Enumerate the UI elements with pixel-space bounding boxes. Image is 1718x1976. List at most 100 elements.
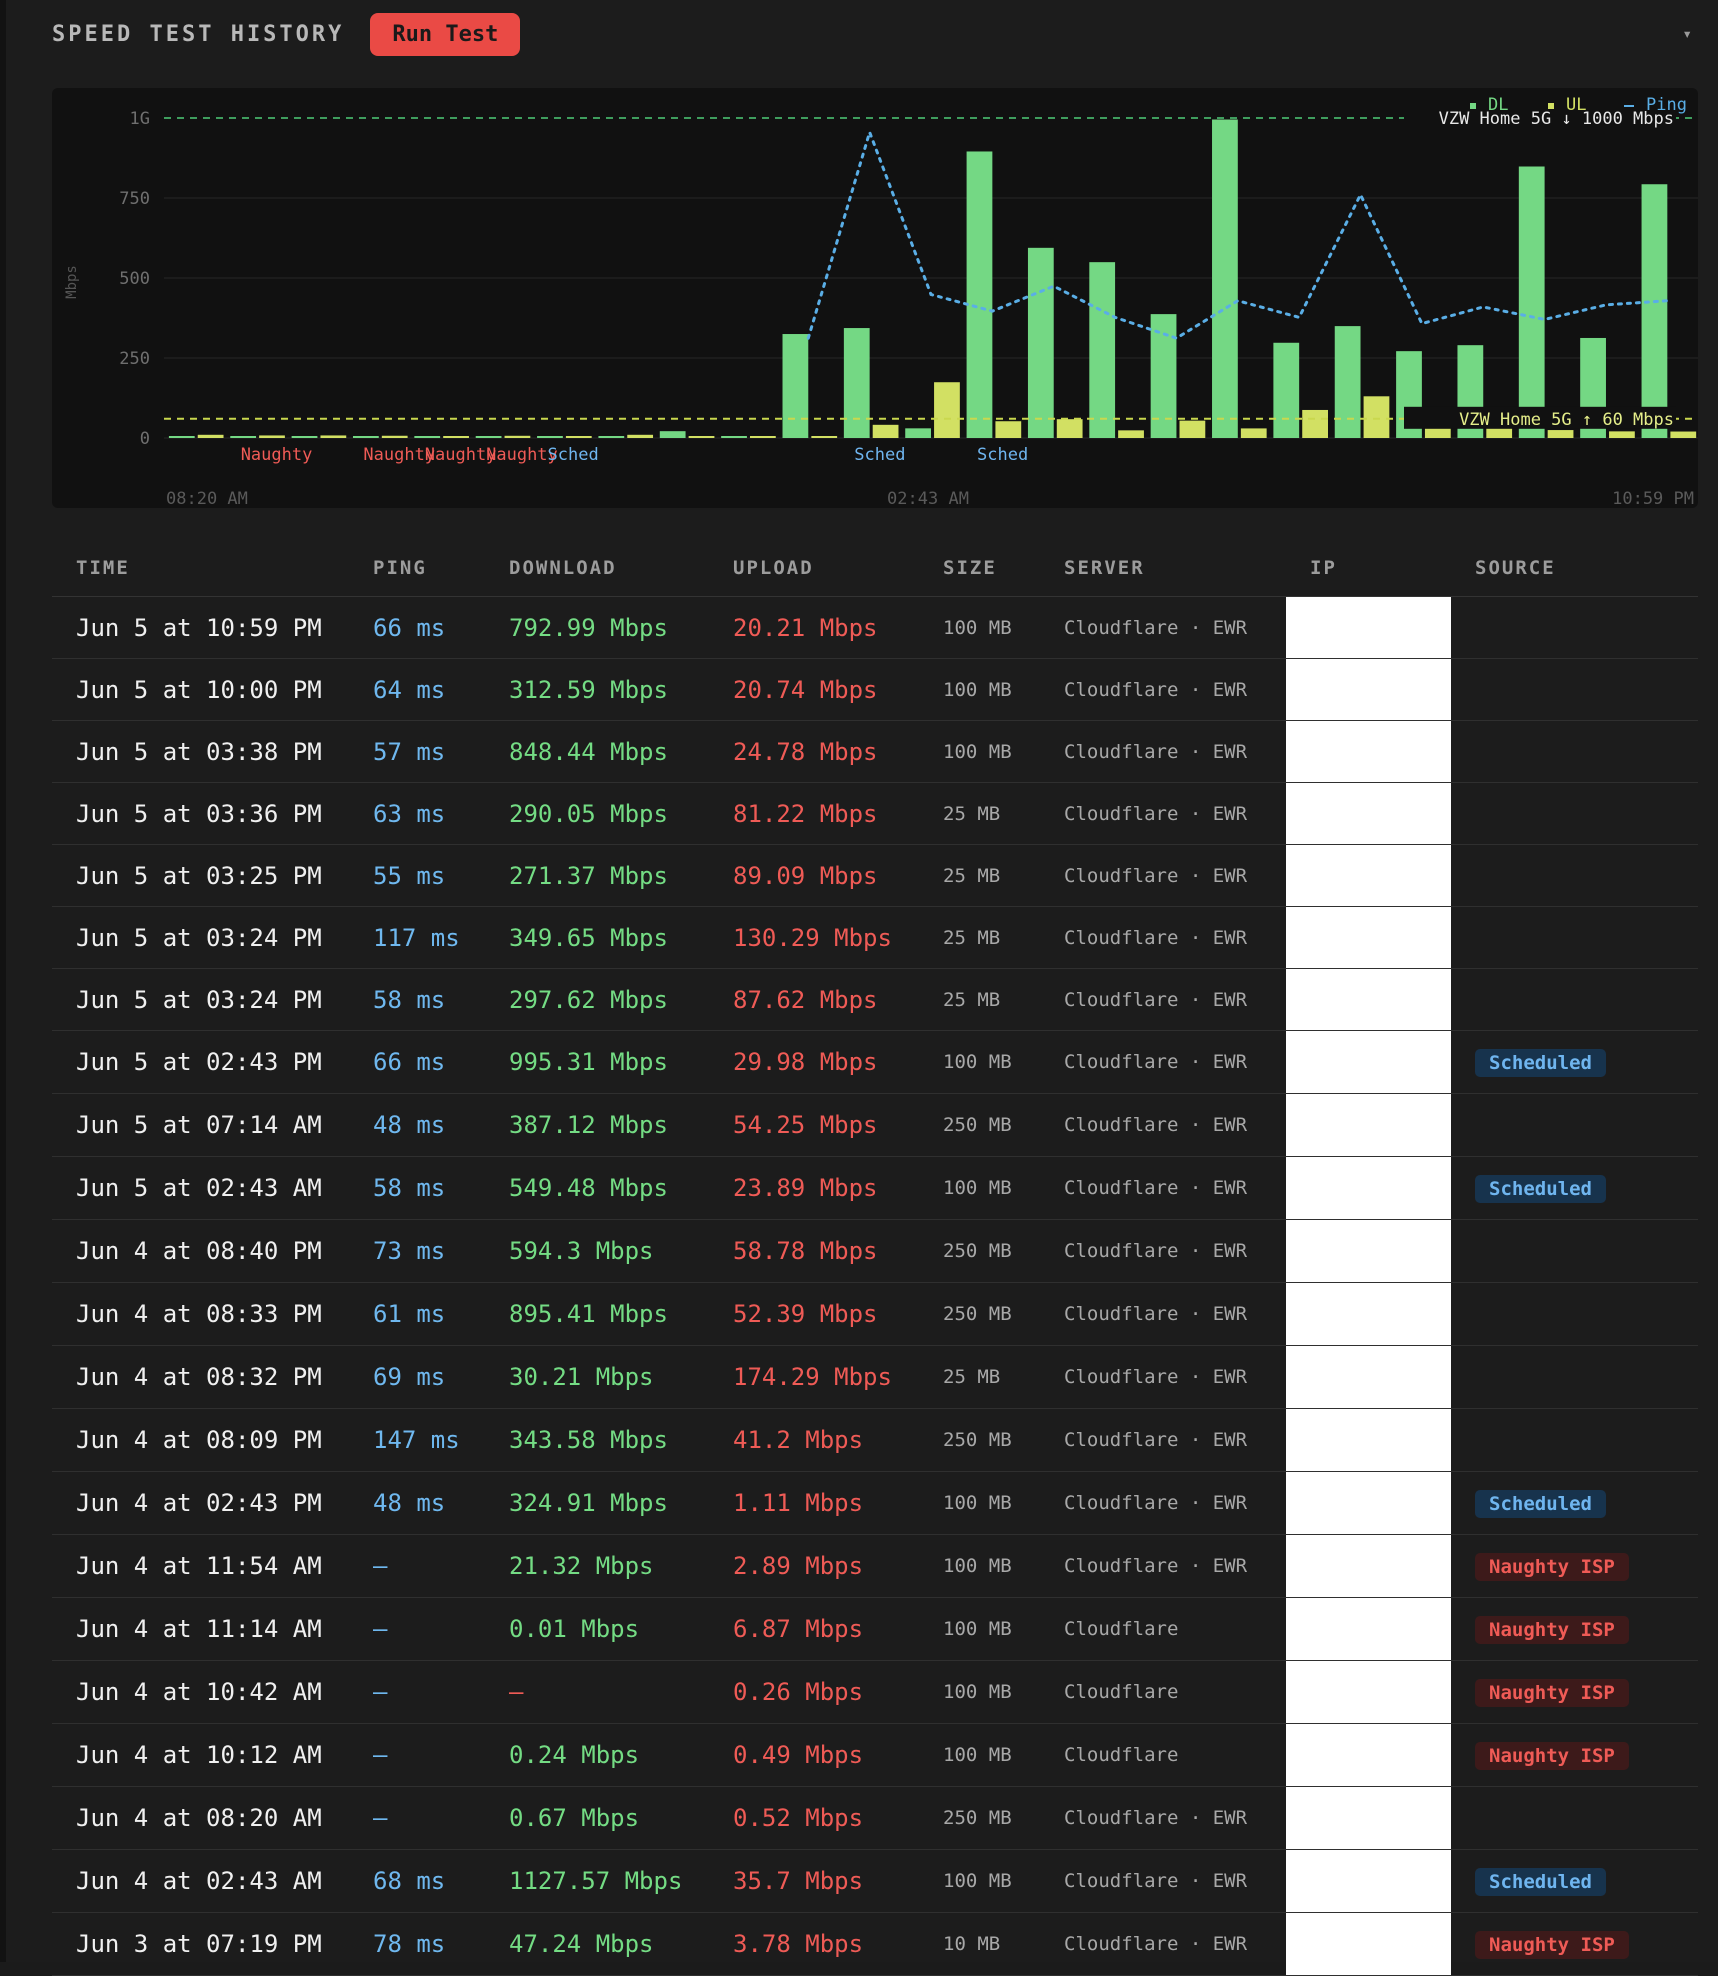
- row-source: [1451, 906, 1698, 969]
- table-row[interactable]: Jun 4 at 08:20 AM —0.67 Mbps 0.52 Mbps 250 …: [52, 1786, 1698, 1850]
- run-test-button[interactable]: Run Test: [370, 12, 521, 56]
- row-ping: —: [349, 1597, 485, 1661]
- row-upload: 3.78 Mbps: [709, 1912, 919, 1976]
- table-row[interactable]: Jun 4 at 11:54 AM —21.32 Mbps 2.89 Mbps 100…: [52, 1534, 1698, 1598]
- row-source: [1451, 596, 1698, 659]
- ul-bar: [995, 421, 1022, 438]
- ul-bar: [197, 434, 224, 438]
- dl-bar: [1334, 326, 1361, 438]
- row-size: 100 MB: [919, 1471, 1040, 1535]
- row-ip-redacted: [1286, 1912, 1451, 1976]
- col-size-header[interactable]: SIZE: [919, 540, 1040, 597]
- row-size: 25 MB: [919, 906, 1040, 969]
- col-server-header[interactable]: SERVER: [1040, 540, 1286, 597]
- table-row[interactable]: Jun 5 at 03:24 PM 58 ms 297.62 Mbps 87.62 M…: [52, 968, 1698, 1031]
- row-time: Jun 5 at 03:24 PM: [52, 968, 349, 1031]
- dl-bar: [1089, 262, 1116, 438]
- table-row[interactable]: Jun 5 at 02:43 AM 58 ms 549.48 Mbps 23.89 M…: [52, 1156, 1698, 1220]
- table-row[interactable]: Jun 4 at 08:33 PM 61 ms 895.41 Mbps 52.39 M…: [52, 1282, 1698, 1346]
- col-download-header[interactable]: DOWNLOAD: [485, 540, 709, 597]
- row-source: Naughty ISP: [1451, 1723, 1698, 1787]
- table-row[interactable]: Jun 3 at 07:19 PM 78 ms 47.24 Mbps 3.78 Mbp…: [52, 1912, 1698, 1976]
- table-row[interactable]: Jun 5 at 03:24 PM 117 ms 349.65 Mbps 130.29…: [52, 906, 1698, 969]
- table-row[interactable]: Jun 4 at 11:14 AM —0.01 Mbps 6.87 Mbps 100 …: [52, 1597, 1698, 1661]
- row-download: 47.24 Mbps: [485, 1912, 709, 1976]
- row-upload: 87.62 Mbps: [709, 968, 919, 1031]
- table-row[interactable]: Jun 4 at 10:12 AM —0.24 Mbps 0.49 Mbps 100 …: [52, 1723, 1698, 1787]
- ul-bar: [565, 436, 592, 438]
- table-row[interactable]: Jun 4 at 10:42 AM — —0.26 Mbps 100 MB Cloudf…: [52, 1660, 1698, 1724]
- table-row[interactable]: Jun 5 at 10:59 PM 66 ms 792.99 Mbps 20.21 M…: [52, 596, 1698, 659]
- col-ping-header[interactable]: PING: [349, 540, 485, 597]
- row-ip-redacted: [1286, 1534, 1451, 1598]
- row-download: 290.05 Mbps: [485, 782, 709, 845]
- row-download: 0.01 Mbps: [485, 1597, 709, 1661]
- table-row[interactable]: Jun 4 at 08:32 PM 69 ms 30.21 Mbps 174.29 M…: [52, 1345, 1698, 1409]
- row-ip-redacted: [1286, 906, 1451, 969]
- ul-bar: [872, 424, 899, 438]
- col-time-header[interactable]: TIME: [52, 540, 349, 597]
- row-server: Cloudflare: [1040, 1597, 1286, 1661]
- row-source: Scheduled: [1451, 1849, 1698, 1913]
- row-ping: 69 ms: [349, 1345, 485, 1409]
- speed-chart: VZW Home 5G ↓ 1000 Mbps VZW Home 5G ↑ 60 …: [52, 88, 1698, 508]
- table-row[interactable]: Jun 5 at 03:25 PM 55 ms 271.37 Mbps 89.09 M…: [52, 844, 1698, 907]
- col-upload-header[interactable]: UPLOAD: [709, 540, 919, 597]
- dl-bar: [1212, 119, 1238, 439]
- ul-bar: [1547, 430, 1574, 438]
- table-row[interactable]: Jun 4 at 02:43 AM 68 ms 1127.57 Mbps 35.7 M…: [52, 1849, 1698, 1913]
- row-server: Cloudflare · EWR: [1040, 720, 1286, 783]
- table-row[interactable]: Jun 5 at 03:38 PM 57 ms 848.44 Mbps 24.78 M…: [52, 720, 1698, 783]
- row-upload: 58.78 Mbps: [709, 1219, 919, 1283]
- dl-bar: [659, 431, 686, 438]
- row-ping: 57 ms: [349, 720, 485, 783]
- row-size: 250 MB: [919, 1408, 1040, 1472]
- row-upload: 0.26 Mbps: [709, 1660, 919, 1724]
- row-download: 995.31 Mbps: [485, 1030, 709, 1094]
- ul-bar: [1240, 428, 1267, 438]
- plan-label: VZW Home 5G ↓ 1000 Mbps: [1439, 109, 1674, 129]
- row-size: 100 MB: [919, 1660, 1040, 1724]
- row-source: Scheduled: [1451, 1030, 1698, 1094]
- x-tick-label: 08:20 AM: [166, 489, 248, 508]
- row-time: Jun 5 at 03:36 PM: [52, 782, 349, 845]
- annotation-label: Sched: [854, 445, 905, 465]
- row-source: [1451, 1093, 1698, 1157]
- table-row[interactable]: Jun 4 at 08:40 PM 73 ms 594.3 Mbps 58.78 Mb…: [52, 1219, 1698, 1283]
- row-server: Cloudflare · EWR: [1040, 968, 1286, 1031]
- table-row[interactable]: Jun 5 at 03:36 PM 63 ms 290.05 Mbps 81.22 M…: [52, 782, 1698, 845]
- row-source: [1451, 1282, 1698, 1346]
- annotation-label: Naughty: [486, 445, 558, 465]
- row-time: Jun 4 at 02:43 PM: [52, 1471, 349, 1535]
- row-time: Jun 3 at 07:19 PM: [52, 1912, 349, 1976]
- ul-bar: [749, 436, 776, 438]
- panel-title: SPEED TEST HISTORY: [52, 21, 345, 47]
- annotation-label: Sched: [977, 445, 1028, 465]
- plan-label-bg: [1404, 106, 1676, 128]
- row-source: Naughty ISP: [1451, 1912, 1698, 1976]
- row-ip-redacted: [1286, 596, 1451, 659]
- col-ip-header[interactable]: IP: [1286, 540, 1451, 597]
- table-row[interactable]: Jun 5 at 07:14 AM 48 ms 387.12 Mbps 54.25 M…: [52, 1093, 1698, 1157]
- table-row[interactable]: Jun 5 at 10:00 PM 64 ms 312.59 Mbps 20.74 M…: [52, 658, 1698, 721]
- table-row[interactable]: Jun 5 at 02:43 PM 66 ms 995.31 Mbps 29.98 M…: [52, 1030, 1698, 1094]
- row-server: Cloudflare: [1040, 1660, 1286, 1724]
- row-server: Cloudflare · EWR: [1040, 1534, 1286, 1598]
- row-server: Cloudflare · EWR: [1040, 1786, 1286, 1850]
- chevron-down-icon[interactable]: ▾: [1682, 24, 1692, 43]
- row-time: Jun 5 at 02:43 PM: [52, 1030, 349, 1094]
- row-ping: 68 ms: [349, 1849, 485, 1913]
- col-source-header[interactable]: SOURCE: [1451, 540, 1698, 597]
- row-ping: 78 ms: [349, 1912, 485, 1976]
- row-time: Jun 5 at 02:43 AM: [52, 1156, 349, 1220]
- table-row[interactable]: Jun 4 at 08:09 PM 147 ms 343.58 Mbps 41.2 M…: [52, 1408, 1698, 1472]
- row-download: 312.59 Mbps: [485, 658, 709, 721]
- row-ip-redacted: [1286, 1660, 1451, 1724]
- table-header-row: TIME PING DOWNLOAD UPLOAD SIZE SERVER IP…: [52, 540, 1698, 597]
- row-ip-redacted: [1286, 1723, 1451, 1787]
- table-row[interactable]: Jun 4 at 02:43 PM 48 ms 324.91 Mbps 1.11 Mb…: [52, 1471, 1698, 1535]
- row-download: 21.32 Mbps: [485, 1534, 709, 1598]
- row-time: Jun 5 at 07:14 AM: [52, 1093, 349, 1157]
- dl-bar: [721, 436, 747, 438]
